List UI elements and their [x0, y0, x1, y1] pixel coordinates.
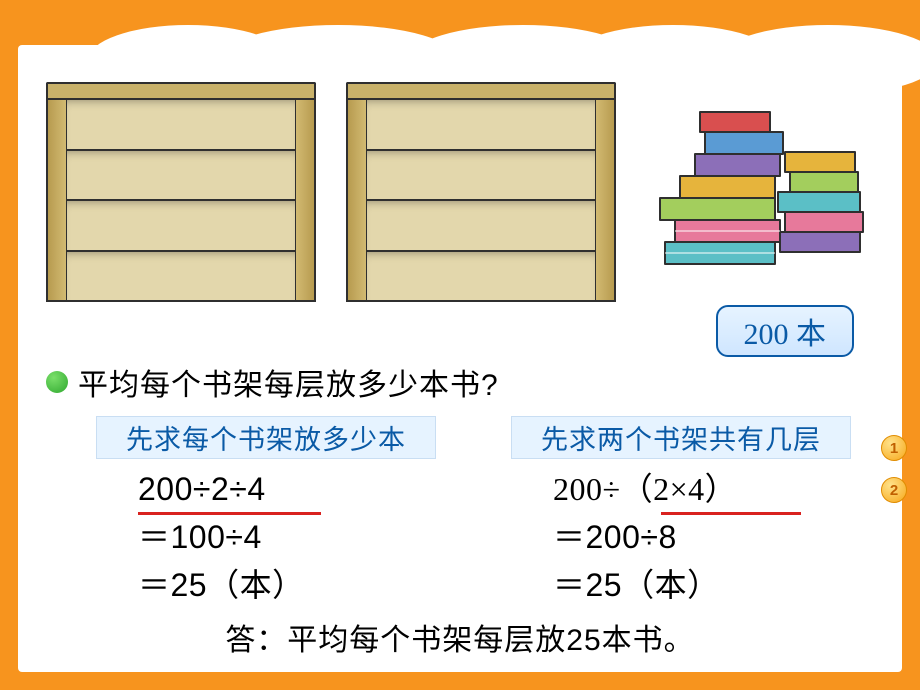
shelf-row — [66, 100, 296, 151]
answer-text: 答：平均每个书架每层放25本书。 — [46, 615, 874, 659]
underline-2 — [661, 512, 801, 515]
side-button-2[interactable]: 2 — [881, 477, 907, 503]
method-1-equations: 200÷2÷4 ＝100÷4 ＝25（本） — [138, 465, 436, 609]
bookshelf-body — [346, 98, 616, 302]
method-1: 先求每个书架放多少本 200÷2÷4 ＝100÷4 ＝25（本） — [96, 416, 436, 609]
method-2: 先求两个书架共有几层 200÷（2×4） ＝200÷8 ＝25（本） — [511, 416, 851, 609]
books-icon — [650, 102, 870, 277]
shelf-row — [366, 151, 596, 202]
bookshelf-top — [346, 82, 616, 98]
books-pile: 200 本 — [646, 102, 874, 302]
shelf-row — [66, 252, 296, 301]
method-1-line3: ＝25（本） — [138, 561, 436, 609]
method-2-title: 先求两个书架共有几层 — [511, 416, 851, 459]
page-inner: 200 本 平均每个书架每层放多少本书? 先求每个书架放多少本 200÷2÷4 … — [18, 45, 902, 672]
shelf-row — [366, 201, 596, 252]
shelf-row — [66, 151, 296, 202]
side-buttons: 1 2 — [881, 435, 907, 503]
content-area: 200 本 平均每个书架每层放多少本书? 先求每个书架放多少本 200÷2÷4 … — [18, 45, 902, 672]
illustration-row: 200 本 — [46, 67, 874, 302]
method-2-line3: ＝25（本） — [553, 561, 851, 609]
bookshelf-body — [46, 98, 316, 302]
question-text: 平均每个书架每层放多少本书? — [78, 360, 499, 404]
bookshelf-1 — [46, 82, 316, 302]
method-2-line2: ＝200÷8 — [553, 513, 851, 561]
methods-row: 先求每个书架放多少本 200÷2÷4 ＝100÷4 ＝25（本） 先求两个书架共… — [96, 416, 874, 609]
eq-text: 200÷（2×4） — [553, 471, 737, 507]
method-1-title: 先求每个书架放多少本 — [96, 416, 436, 459]
question-row: 平均每个书架每层放多少本书? — [46, 360, 874, 404]
method-1-line1: 200÷2÷4 — [138, 465, 266, 513]
shelf-row — [66, 201, 296, 252]
books-count-label: 200 本 — [716, 305, 855, 357]
shelf-row — [366, 252, 596, 301]
bookshelf-top — [46, 82, 316, 98]
eq-text: 200÷2÷4 — [138, 471, 266, 507]
bookshelf-2 — [346, 82, 616, 302]
method-2-line1: 200÷（2×4） — [553, 465, 737, 513]
bullet-icon — [46, 371, 68, 393]
method-2-equations: 200÷（2×4） ＝200÷8 ＝25（本） — [553, 465, 851, 609]
side-button-1[interactable]: 1 — [881, 435, 907, 461]
method-1-line2: ＝100÷4 — [138, 513, 436, 561]
underline-1 — [138, 512, 321, 515]
shelf-row — [366, 100, 596, 151]
